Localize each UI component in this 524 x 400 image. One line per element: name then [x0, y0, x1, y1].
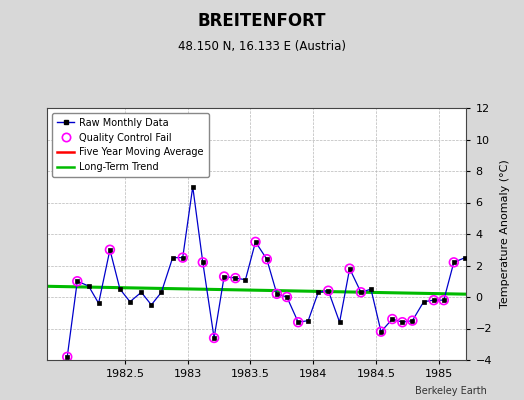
Raw Monthly Data [325, 288, 332, 293]
Line: Raw Monthly Data: Raw Monthly Data [66, 185, 467, 358]
Quality Control Fail [220, 273, 228, 280]
Raw Monthly Data [283, 294, 290, 299]
Raw Monthly Data [74, 279, 80, 284]
Raw Monthly Data [389, 317, 396, 322]
Raw Monthly Data [221, 274, 227, 279]
Raw Monthly Data [232, 276, 238, 280]
Quality Control Fail [388, 316, 397, 322]
Raw Monthly Data [378, 329, 384, 334]
Raw Monthly Data [138, 290, 145, 295]
Quality Control Fail [63, 354, 71, 360]
Raw Monthly Data [399, 320, 406, 325]
Quality Control Fail [398, 319, 407, 326]
Raw Monthly Data [421, 299, 427, 304]
Raw Monthly Data [346, 266, 353, 271]
Raw Monthly Data [64, 354, 70, 359]
Quality Control Fail [450, 259, 458, 266]
Raw Monthly Data [409, 318, 416, 323]
Quality Control Fail [324, 288, 333, 294]
Raw Monthly Data [336, 320, 343, 325]
Raw Monthly Data [242, 277, 248, 282]
Text: Berkeley Earth: Berkeley Earth [416, 386, 487, 396]
Raw Monthly Data [274, 292, 280, 296]
Raw Monthly Data [451, 260, 457, 265]
Raw Monthly Data [200, 260, 206, 265]
Quality Control Fail [73, 278, 81, 284]
Raw Monthly Data [170, 255, 176, 260]
Raw Monthly Data [264, 257, 270, 262]
Text: 48.150 N, 16.133 E (Austria): 48.150 N, 16.133 E (Austria) [178, 40, 346, 53]
Quality Control Fail [252, 239, 260, 245]
Quality Control Fail [282, 294, 291, 300]
Raw Monthly Data [148, 302, 155, 307]
Quality Control Fail [210, 335, 219, 341]
Raw Monthly Data [190, 184, 196, 189]
Quality Control Fail [199, 259, 207, 266]
Raw Monthly Data [358, 290, 364, 295]
Raw Monthly Data [107, 247, 113, 252]
Quality Control Fail [440, 297, 448, 303]
Raw Monthly Data [431, 298, 437, 302]
Raw Monthly Data [180, 255, 186, 260]
Raw Monthly Data [462, 255, 468, 260]
Raw Monthly Data [211, 336, 217, 340]
Text: BREITENFORT: BREITENFORT [198, 12, 326, 30]
Quality Control Fail [106, 246, 114, 253]
Raw Monthly Data [368, 287, 374, 292]
Quality Control Fail [357, 289, 365, 296]
Raw Monthly Data [295, 320, 301, 325]
Raw Monthly Data [305, 318, 311, 323]
Raw Monthly Data [253, 240, 259, 244]
Legend: Raw Monthly Data, Quality Control Fail, Five Year Moving Average, Long-Term Tren: Raw Monthly Data, Quality Control Fail, … [52, 113, 209, 177]
Raw Monthly Data [85, 284, 92, 288]
Quality Control Fail [408, 318, 417, 324]
Quality Control Fail [345, 266, 354, 272]
Quality Control Fail [294, 319, 302, 326]
Raw Monthly Data [158, 290, 165, 295]
Quality Control Fail [272, 291, 281, 297]
Raw Monthly Data [441, 298, 447, 302]
Quality Control Fail [430, 297, 438, 303]
Raw Monthly Data [315, 290, 321, 295]
Y-axis label: Temperature Anomaly (°C): Temperature Anomaly (°C) [500, 160, 510, 308]
Quality Control Fail [231, 275, 239, 281]
Raw Monthly Data [127, 299, 133, 304]
Quality Control Fail [263, 256, 271, 262]
Quality Control Fail [179, 254, 187, 261]
Raw Monthly Data [95, 301, 102, 306]
Raw Monthly Data [117, 287, 123, 292]
Quality Control Fail [377, 328, 385, 335]
